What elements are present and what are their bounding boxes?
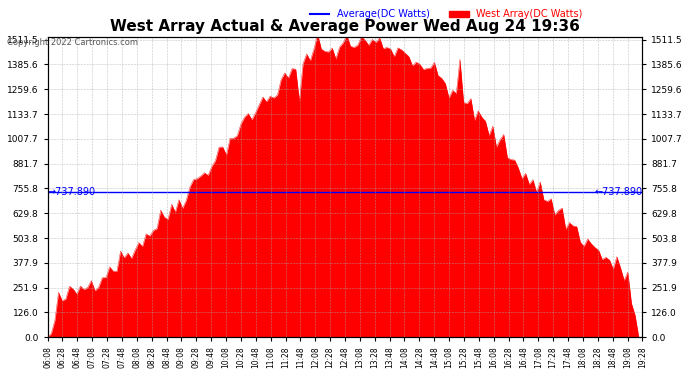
Text: →737.890: →737.890 bbox=[48, 187, 96, 197]
Text: ←737.890: ←737.890 bbox=[594, 187, 642, 197]
Legend: Average(DC Watts), West Array(DC Watts): Average(DC Watts), West Array(DC Watts) bbox=[306, 6, 586, 23]
Title: West Array Actual & Average Power Wed Aug 24 19:36: West Array Actual & Average Power Wed Au… bbox=[110, 19, 580, 34]
Text: Copyright 2022 Cartronics.com: Copyright 2022 Cartronics.com bbox=[7, 38, 138, 47]
